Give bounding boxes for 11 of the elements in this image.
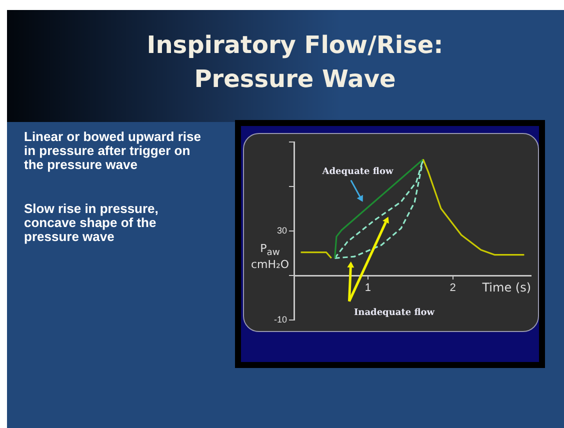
y-axis-title: P$_{aw}$ cmH₂O [250,242,290,272]
x-tick-label: 2 [450,282,456,294]
text: Slow rise in pressure, concave shape of the pressure wave [24,201,160,244]
y-tick-label: -10 [274,314,287,324]
x-tick-label: 1 [364,282,371,294]
annotation: Inadequate flow [354,308,435,318]
chart-title: Inspiratory Flow/Rise: Pressure Wave [146,30,444,95]
text: Linear or bowed upward rise in pressure after trigger on the pressure wave [24,129,202,172]
x-axis-title: Time (s) [481,280,531,295]
y-tick-label: 30 [276,225,287,236]
annotation: Adequate flow [321,167,394,178]
